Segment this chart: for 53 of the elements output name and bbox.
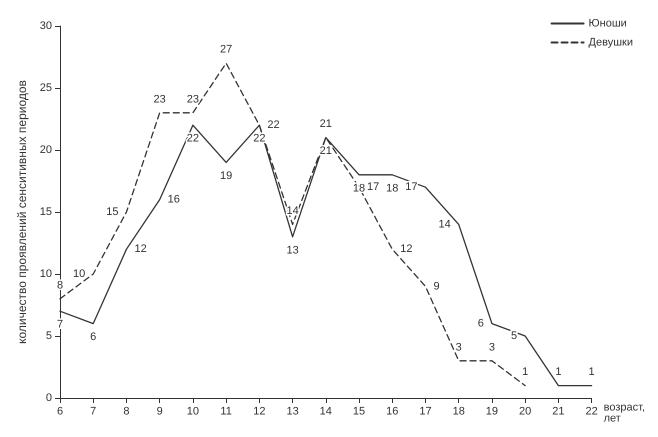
- data-label: 9: [433, 280, 440, 292]
- x-tick-label: 11: [220, 406, 232, 418]
- data-label: 15: [106, 206, 118, 218]
- x-tick-label: 10: [186, 406, 200, 418]
- y-axis-title: количество проявлений сенситивных периодов: [15, 80, 29, 344]
- x-tick-label: 14: [320, 406, 332, 418]
- x-tick-label: 20: [519, 406, 532, 418]
- x-tick-label: 7: [90, 406, 96, 418]
- data-label: 6: [478, 318, 484, 330]
- legend-label: Юноши: [588, 18, 627, 30]
- x-tick-label: 6: [56, 406, 64, 418]
- x-tick-label: 22: [585, 406, 598, 418]
- y-tick-label: 15: [40, 206, 52, 218]
- y-tick-label: 20: [40, 144, 52, 156]
- data-label: 12: [400, 243, 413, 256]
- x-tick-label: 12: [253, 406, 266, 418]
- y-tick-label: 25: [40, 82, 52, 94]
- x-axis-title: возраст, лет: [604, 402, 646, 424]
- data-label: 10: [72, 268, 86, 280]
- data-label: 16: [168, 194, 180, 206]
- y-tick-label: 10: [40, 268, 52, 280]
- data-label: 18: [386, 182, 398, 194]
- data-label: 27: [220, 44, 232, 56]
- data-label: 1: [522, 366, 528, 378]
- data-label: 3: [488, 341, 495, 354]
- data-label: 14: [438, 218, 451, 230]
- data-label: 23: [154, 93, 166, 106]
- legend-label: Девушки: [588, 36, 633, 48]
- data-label: 22: [186, 132, 200, 145]
- data-label: 19: [220, 170, 232, 182]
- x-tick-label: 19: [486, 406, 498, 418]
- data-label: 18: [352, 182, 366, 194]
- data-label: 21: [320, 118, 332, 130]
- data-label: 6: [90, 331, 96, 344]
- x-tick-label: 16: [386, 406, 398, 418]
- data-label: 1: [555, 366, 562, 378]
- data-label: 12: [134, 243, 147, 256]
- y-tick-label: 30: [40, 20, 52, 32]
- x-tick-label: 15: [352, 406, 366, 418]
- data-label: 3: [456, 341, 462, 354]
- x-tick-label: 9: [156, 406, 163, 418]
- x-tick-label: 21: [552, 406, 565, 418]
- x-tick-label: 8: [123, 406, 130, 418]
- data-label: 23: [186, 93, 200, 106]
- data-label: 1: [588, 366, 595, 378]
- data-label: 22: [267, 119, 280, 132]
- data-label: 17: [367, 181, 380, 194]
- x-tick-label: 13: [286, 406, 299, 418]
- y-tick-label: 0: [46, 392, 52, 404]
- data-label: 13: [286, 244, 299, 256]
- x-tick-label: 18: [452, 406, 465, 418]
- y-tick-label: 5: [46, 330, 52, 342]
- x-tick-label: 17: [419, 406, 432, 418]
